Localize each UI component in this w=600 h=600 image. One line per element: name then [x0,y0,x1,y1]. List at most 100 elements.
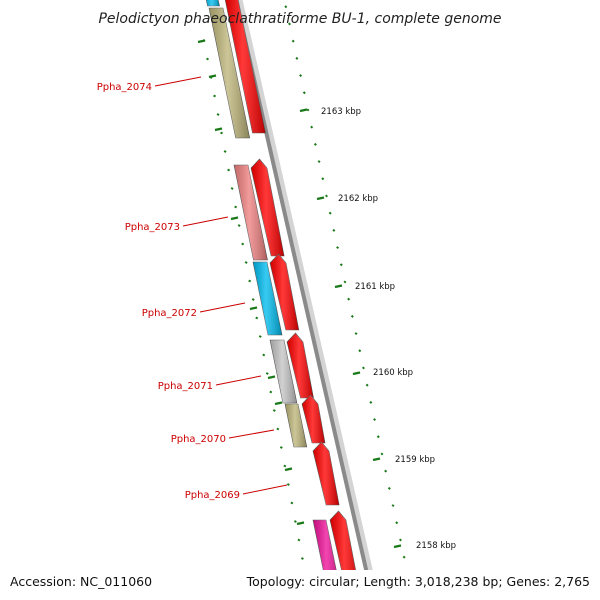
scale-major-tick [393,544,402,549]
scale-tick [293,520,297,523]
label-leader-line [215,375,262,386]
gene-cog-grey-ppha-2071[interactable] [269,339,298,404]
scale-tick [365,383,369,387]
scale-major-tick [197,39,206,44]
scale-tick [336,246,340,250]
gene-cog-cyan-ppha-2072[interactable] [252,261,283,336]
scale-tick [265,372,269,375]
scale-tick [213,94,216,98]
scale-tick [248,279,252,283]
scale-tick [284,5,288,9]
scale-major-tick [334,284,343,289]
scale-tick [398,538,402,542]
scale-tick [291,39,295,43]
scale-tick [369,400,373,404]
scale-ticks [197,5,414,594]
scale-label-2162: 2162 kbp [338,194,378,204]
scale-tick [306,108,310,112]
scale-tick [295,56,299,60]
scale-major-tick [316,196,325,201]
scale-tick [347,297,351,301]
scale-tick [313,142,317,146]
scale-label-2163: 2163 kbp [321,107,361,117]
backbone-shadow [235,0,380,600]
gene-cog-cyan-top[interactable] [205,0,220,7]
scale-tick [290,501,294,505]
scale-tick [376,435,380,439]
scale-tick [302,91,306,95]
accession-text: Accession: NC_011060 [10,574,152,589]
scale-tick [300,557,304,560]
gene-cog-olive-ppha-2074[interactable] [208,7,251,139]
scale-tick [255,316,259,320]
scale-tick [391,504,395,508]
gene-label-ppha-2074[interactable]: Ppha_2074 [97,82,152,93]
gene-forward-ppha-2070[interactable] [301,394,326,444]
scale-label-2158: 2158 kbp [416,541,456,551]
gene-forward-ppha-2071[interactable] [286,332,314,399]
scale-tick [402,555,406,559]
scale-major-tick [249,306,258,311]
gene-cog-salmon-ppha-2073[interactable] [233,164,268,261]
label-leader-line [182,216,229,227]
gene-forward-ppha-2072[interactable] [269,253,300,331]
scale-major-tick [230,216,239,221]
footer-background [0,570,600,600]
scale-tick [230,187,234,190]
scale-tick [244,261,248,264]
scale-major-tick [274,401,283,406]
scale-tick [317,160,321,164]
scale-tick [328,211,332,215]
scale-tick [206,57,209,61]
scale-tick [279,446,283,449]
scale-label-2159: 2159 kbp [395,455,435,465]
gene-label-ppha-2069[interactable]: Ppha_2069 [185,490,240,501]
scale-label-2161: 2161 kbp [355,282,395,292]
gene-forward-ppha-2069[interactable] [312,441,340,506]
scale-tick [373,418,377,422]
gene-label-ppha-2073[interactable]: Ppha_2073 [125,222,180,233]
scale-tick [262,353,266,357]
genes [205,0,362,600]
gene-label-ppha-2072[interactable]: Ppha_2072 [142,308,197,319]
label-leader-line [199,302,246,313]
scale-major-tick [372,457,381,462]
scale-major-tick [299,108,308,113]
scale-tick [321,177,325,181]
scale-major-tick [208,74,217,79]
scale-tick [343,280,347,284]
scale-tick [237,224,241,227]
scale-major-tick [214,127,223,132]
gene-label-ppha-2070[interactable]: Ppha_2070 [171,434,226,445]
gene-labels [154,76,288,495]
scale-tick [395,521,399,525]
scale-tick [234,205,238,209]
scale-tick [269,390,273,394]
scale-tick [272,409,276,412]
label-leader-line [242,484,288,495]
scale-tick [350,314,354,318]
map-title: Pelodictyon phaeoclathratiforme BU-1, co… [98,11,501,27]
label-leader-line [228,429,275,439]
scale-tick [223,150,227,153]
scale-tick [358,349,362,353]
scale-major-tick [267,375,276,380]
gene-forward-ppha-2074[interactable] [224,0,266,134]
scale-major-tick [352,371,361,376]
scale-tick [310,125,314,129]
backbone [234,0,380,600]
scale-tick [354,332,358,336]
scale-tick [384,469,388,473]
scale-tick [297,538,301,542]
genome-summary-text: Topology: circular; Length: 3,018,238 bp… [246,574,590,589]
scale-tick [387,486,391,490]
gene-cog-olive-ppha-2070[interactable] [284,403,308,448]
scale-tick [299,74,303,78]
scale-major-tick [296,521,305,526]
scale-tick [283,464,287,468]
scale-major-tick [284,467,293,472]
scale-tick [288,22,291,26]
gene-label-ppha-2071[interactable]: Ppha_2071 [158,381,213,392]
